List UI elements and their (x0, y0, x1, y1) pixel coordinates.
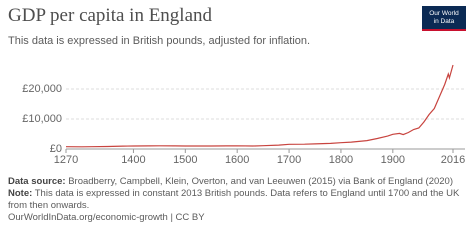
links[interactable]: OurWorldInData.org/economic-growth | CC … (8, 212, 205, 223)
logo-line: in Data (433, 18, 455, 25)
x-tick-label: 1700 (277, 154, 301, 166)
logo[interactable]: Our World in Data (422, 6, 466, 31)
x-tick-label: 1400 (121, 154, 145, 166)
chart-title: GDP per capita in England (8, 5, 213, 26)
source: Data source: Broadberry, Campbell, Klein… (8, 176, 468, 188)
line (65, 64, 454, 148)
source-text: Broadberry, Campbell, Klein, Overton, an… (68, 176, 454, 187)
chart-subtitle: This data is expressed in British pounds… (8, 35, 311, 47)
footer: Data source: Broadberry, Campbell, Klein… (8, 176, 468, 224)
logo-line: Our World (429, 10, 459, 17)
y-tick-label: £0 (50, 143, 62, 155)
y-tick-label: £10,000 (22, 113, 62, 125)
source-label: Data source: (8, 176, 66, 187)
x-tick-label: 2016 (441, 154, 465, 166)
note-text: This data is expressed in constant 2013 … (8, 188, 460, 211)
x-tick-label: 1900 (381, 154, 405, 166)
x-tick-label: 1600 (225, 154, 249, 166)
x-tick-label: 1270 (54, 154, 78, 166)
note: Note: This data is expressed in constant… (8, 188, 468, 212)
y-tick-label: £20,000 (22, 83, 62, 95)
x-tick-label: 1800 (329, 154, 353, 166)
note-label: Note: (8, 188, 33, 199)
chart: £0 £10,000 £20,000 1270 1400 1500 1600 1700 1800… (22, 64, 465, 166)
x-tick-label: 1500 (173, 154, 197, 166)
